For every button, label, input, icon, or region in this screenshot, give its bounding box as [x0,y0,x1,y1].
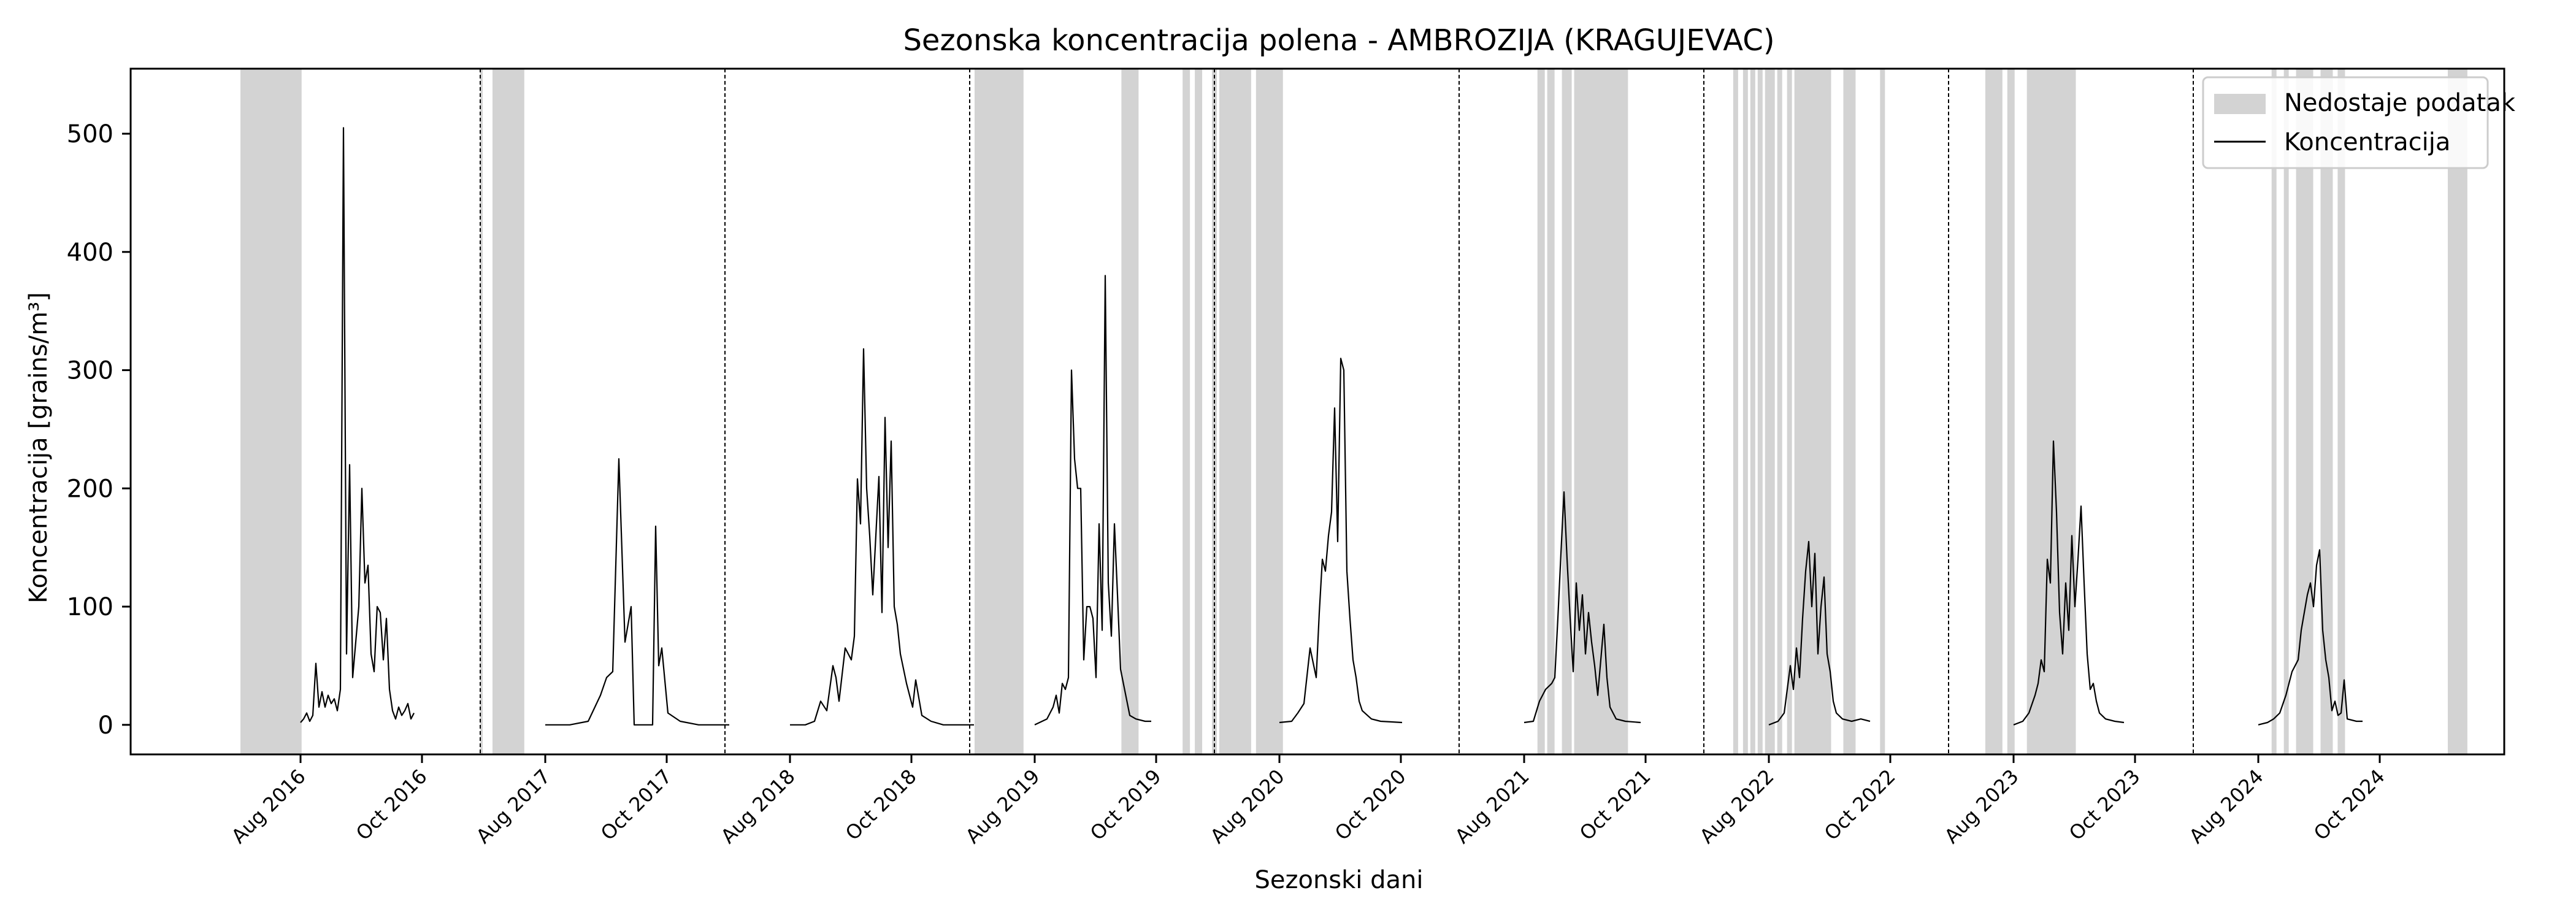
x-tick-label: Aug 2021 [1451,765,1534,848]
missing-region [2283,69,2289,754]
series-line-2017 [545,458,729,726]
series-line-2021 [1524,491,1641,724]
x-tick-label: Oct 2023 [2064,765,2145,845]
missing-region [240,69,302,754]
y-tick-label: 200 [67,475,113,503]
missing-region [1219,69,1251,754]
y-tick-label: 100 [67,593,113,621]
missing-region [2320,69,2333,754]
legend-swatch-missing [2214,94,2266,114]
x-tick-label: Aug 2017 [472,765,555,848]
missing-region [975,69,1024,754]
missing-data-regions [240,69,2467,754]
missing-region [1212,69,1217,754]
missing-region [1985,69,2003,754]
x-axis-ticks: Aug 2016 Oct 2016 Aug 2017 Oct 2017 Aug 2018… [227,754,2390,848]
x-tick-label: Oct 2020 [1330,765,1411,845]
x-tick-label: Aug 2024 [2185,765,2268,848]
series-line-2024 [2258,549,2363,726]
series-line-2016 [300,127,415,723]
y-tick-label: 500 [67,120,113,148]
x-tick-label: Oct 2022 [1820,765,1900,845]
missing-region [1562,69,1572,754]
missing-region [1121,69,1139,754]
missing-region [2026,69,2076,754]
missing-region [1226,69,1232,754]
x-tick-label: Oct 2024 [2309,765,2390,845]
missing-region [1794,69,1831,754]
missing-region [2007,69,2015,754]
missing-region [2296,69,2313,754]
y-axis-label: Koncentracija [grains/m³] [25,292,53,603]
x-tick-label: Aug 2020 [1206,765,1289,848]
y-tick-label: 300 [67,357,113,385]
x-axis-label: Sezonski dani [1254,866,1423,894]
missing-region [1195,69,1203,754]
series-line-2022 [1768,540,1871,726]
missing-region [1255,69,1283,754]
missing-region [1880,69,1885,754]
legend-label-missing: Nedostaje podatak [2284,89,2516,117]
missing-region [492,69,524,754]
plot-frame [129,67,2505,756]
x-tick-label: Aug 2023 [1940,765,2023,848]
x-tick-label: Oct 2019 [1086,765,1166,845]
x-tick-label: Aug 2018 [716,765,800,848]
missing-region [2271,69,2277,754]
series-line-2018 [790,348,974,726]
concentration-series [300,127,2363,726]
legend-box [2202,76,2489,169]
missing-region [1537,69,1545,754]
series-line-2023 [2013,440,2125,726]
missing-region [1757,69,1763,754]
series-line-2019 [1034,275,1151,726]
legend: Nedostaje podatak Koncentracija [2202,76,2516,169]
missing-region [1843,69,1856,754]
missing-region [1183,69,1190,754]
x-tick-label: Oct 2016 [351,765,432,845]
missing-region [1777,69,1782,754]
missing-region [1750,69,1755,754]
missing-region [1733,69,1738,754]
x-tick-label: Oct 2017 [596,765,677,845]
x-tick-label: Aug 2019 [961,765,1045,848]
season-separators [480,69,2194,754]
x-tick-label: Oct 2018 [841,765,921,845]
y-tick-label: 0 [98,711,113,740]
missing-region [2447,69,2467,754]
missing-region [1547,69,1555,754]
x-tick-label: Aug 2022 [1695,765,1779,848]
x-tick-label: Aug 2016 [227,765,310,848]
missing-region [2337,69,2345,754]
missing-region [1787,69,1792,754]
missing-region [1574,69,1628,754]
legend-label-line: Koncentracija [2284,128,2450,156]
missing-region [1765,69,1775,754]
chart-title: Sezonska koncentracija polena - AMBROZIJ… [903,23,1774,58]
series-line-2020 [1279,358,1403,724]
y-tick-label: 400 [67,239,113,267]
missing-region [480,69,483,754]
missing-region [1742,69,1748,754]
x-tick-label: Oct 2021 [1575,765,1655,845]
y-axis-ticks: 0 100 200 300 400 500 [67,120,131,740]
